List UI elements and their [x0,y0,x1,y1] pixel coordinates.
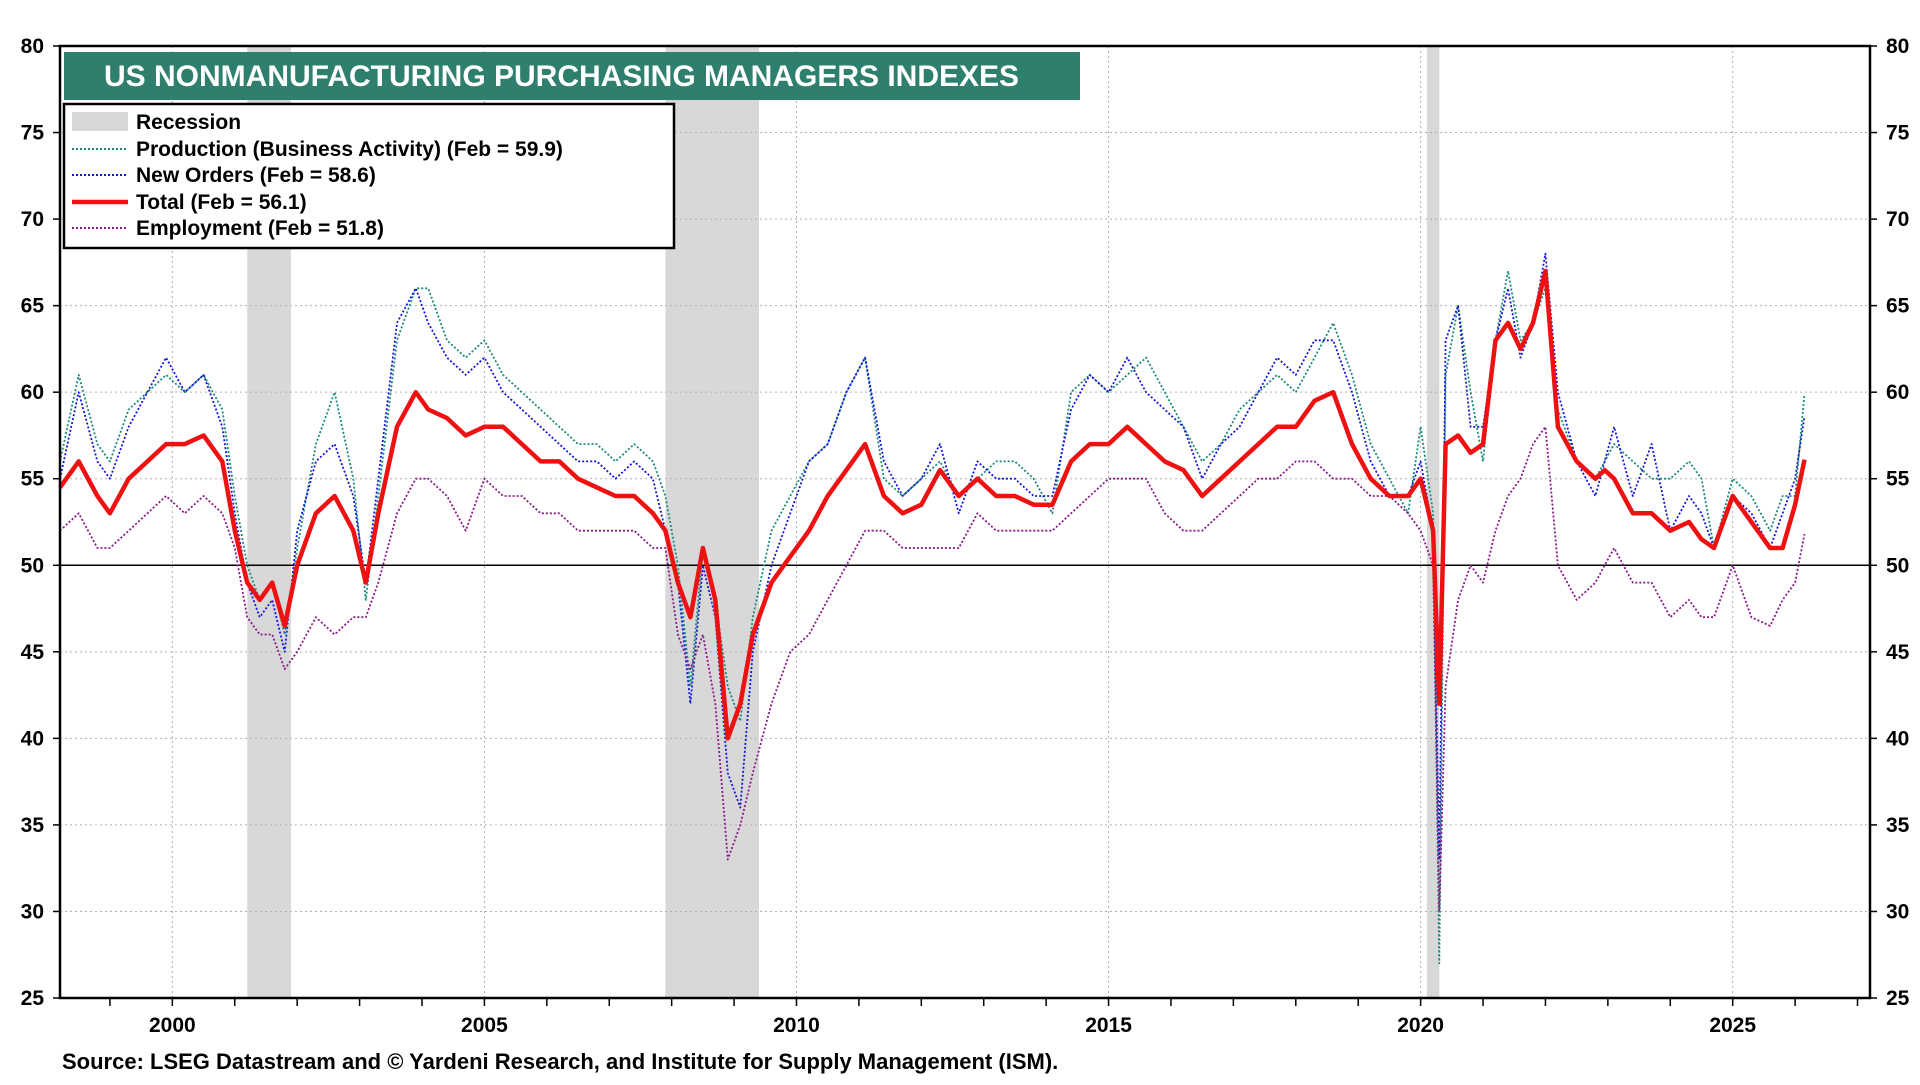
y-tick-label-right: 40 [1886,727,1909,750]
y-tick-label-left: 35 [21,814,45,837]
x-tick-label: 2005 [461,1014,508,1037]
x-tick-label: 2020 [1397,1014,1444,1037]
y-tick-label-left: 30 [21,900,44,923]
x-tick-label: 2025 [1709,1014,1756,1037]
y-tick-label-left: 65 [21,295,45,318]
y-tick-label-right: 65 [1886,295,1910,318]
legend-label-total: Total (Feb = 56.1) [136,191,307,214]
plot-frame [58,44,1872,1000]
y-tick-label-right: 35 [1886,814,1910,837]
title-banner: US NONMANUFACTURING PURCHASING MANAGERS … [64,52,1080,100]
legend-label-new-orders: New Orders (Feb = 58.6) [136,164,376,187]
y-tick-label-left: 75 [21,122,45,145]
y-tick-label-left: 50 [21,554,44,577]
y-tick-label-right: 45 [1886,641,1910,664]
y-tick-label-right: 70 [1886,208,1909,231]
y-tick-label-right: 80 [1886,35,1909,58]
legend-label-employment: Employment (Feb = 51.8) [136,217,384,240]
source-note: Source: LSEG Datastream and © Yardeni Re… [62,1049,1058,1074]
series-line-new-orders [59,252,1806,861]
series-line-production [59,270,1806,965]
y-tick-label-left: 60 [21,381,44,404]
legend-label-recession: Recession [136,111,241,134]
recession-band [665,46,760,998]
chart-title: US NONMANUFACTURING PURCHASING MANAGERS … [104,60,1019,93]
y-tick-label-left: 80 [21,35,44,58]
y-tick-label-left: 70 [21,208,44,231]
y-tick-label-left: 45 [21,641,45,664]
y-tick-label-left: 55 [21,468,45,491]
series-line-total [58,268,1807,741]
legend-label-production: Production (Business Activity) (Feb = 59… [136,138,563,161]
y-tick-label-right: 50 [1886,554,1909,577]
x-tick-label: 2015 [1085,1014,1132,1037]
y-tick-label-right: 60 [1886,381,1909,404]
series-line-employment [59,425,1806,913]
legend: Recession Production (Business Activity)… [62,102,676,250]
y-tick-label-right: 55 [1886,468,1910,491]
y-tick-label-right: 75 [1886,122,1910,145]
legend-swatch-recession [72,112,128,131]
axis-ticks: 25 25 30 30 35 35 40 40 45 45 50 50 55 55 60 60 65 65 70 70… [21,35,1910,1037]
y-tick-label-left: 40 [21,727,44,750]
series-lines [58,252,1807,965]
y-tick-label-right: 25 [1886,987,1910,1010]
x-tick-label: 2000 [149,1014,196,1037]
legend-box [62,102,676,250]
x-tick-label: 2010 [773,1014,820,1037]
y-tick-label-left: 25 [21,987,45,1010]
y-tick-label-right: 30 [1886,900,1909,923]
